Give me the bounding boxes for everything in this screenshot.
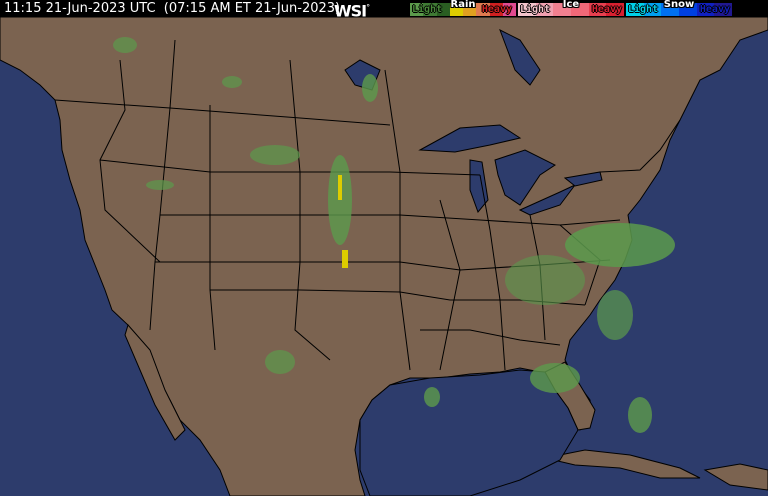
legend-swatch [449, 3, 463, 16]
precip-carolinas [597, 290, 633, 340]
legend-swatch [571, 3, 589, 16]
timestamp: 11:15 21-Jun-2023 UTC (07:15 AM ET 21-Ju… [4, 1, 341, 16]
legend-rain-heavy: Heavy [481, 4, 512, 15]
precip-alberta [222, 76, 242, 88]
land-cuba [544, 449, 701, 479]
precip-gulf [424, 387, 440, 407]
precip-southeast [505, 255, 585, 305]
legend-ice: Ice Light Heavy [518, 0, 625, 16]
legend-snow-title: Snow [663, 0, 695, 10]
precip-montana [250, 145, 300, 165]
legend-swatch [661, 3, 680, 16]
gulf-of-mexico [359, 369, 579, 496]
header-bar: 11:15 21-Jun-2023 UTC (07:15 AM ET 21-Ju… [0, 0, 768, 21]
legend-swatch [518, 3, 536, 16]
state-borders [54, 39, 681, 371]
legend-swatch [535, 3, 554, 16]
legend-snow: Snow Light Heavy [626, 0, 733, 16]
legend-swatch [588, 3, 607, 16]
precip-north-dakota [362, 74, 378, 102]
precip-moderate [338, 175, 342, 200]
legend-swatch [463, 3, 477, 16]
legend-ice-heavy: Heavy [591, 4, 622, 15]
legend-snow-light: Light [628, 4, 659, 15]
legend-rain-light: Light [412, 4, 443, 15]
legend-rain-title: Rain [450, 0, 476, 10]
legend-swatch [553, 3, 572, 16]
legend-swatch [696, 3, 715, 16]
legend-swatch [643, 3, 662, 16]
legend-swatch [423, 3, 437, 16]
precip-mid-atlantic [565, 223, 675, 267]
legend-rain: Rain Light Heavy [410, 0, 516, 16]
land-hispaniola [703, 463, 768, 491]
legend-snow-heavy: Heavy [699, 4, 730, 15]
legend-ice-light: Light [520, 4, 551, 15]
wsi-logo: WSI° [334, 1, 370, 21]
precip-moderate-kansas [342, 250, 348, 268]
precip-bc [113, 37, 137, 53]
legend-swatch [502, 3, 516, 16]
land-baja [124, 323, 186, 441]
legend-swatch [626, 3, 644, 16]
precipitation [113, 37, 675, 433]
precip-texas [265, 350, 295, 374]
legend-swatch [489, 3, 503, 16]
legend-swatch [606, 3, 625, 16]
legend-swatch [476, 3, 490, 16]
legend-swatch [410, 3, 424, 16]
precip-florida [530, 363, 580, 393]
precip-bahamas [628, 397, 652, 433]
legend-swatch [714, 3, 733, 16]
precip-idaho [146, 180, 174, 190]
legend-ice-title: Ice [562, 0, 580, 10]
legend-swatch [679, 3, 697, 16]
land-north-america [0, 16, 768, 496]
legend-swatch [436, 3, 450, 16]
